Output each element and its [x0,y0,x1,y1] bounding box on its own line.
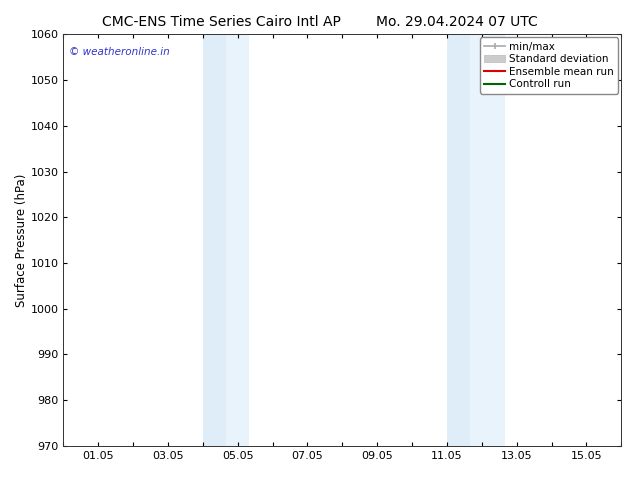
Text: CMC-ENS Time Series Cairo Intl AP: CMC-ENS Time Series Cairo Intl AP [103,15,341,29]
Bar [226,34,249,446]
Bar [447,34,470,446]
Legend: min/max, Standard deviation, Ensemble mean run, Controll run: min/max, Standard deviation, Ensemble me… [480,37,618,94]
Text: Mo. 29.04.2024 07 UTC: Mo. 29.04.2024 07 UTC [375,15,538,29]
Text: © weatheronline.in: © weatheronline.in [69,47,170,57]
Bar [203,34,226,446]
Bar [470,34,505,446]
Y-axis label: Surface Pressure (hPa): Surface Pressure (hPa) [15,173,28,307]
